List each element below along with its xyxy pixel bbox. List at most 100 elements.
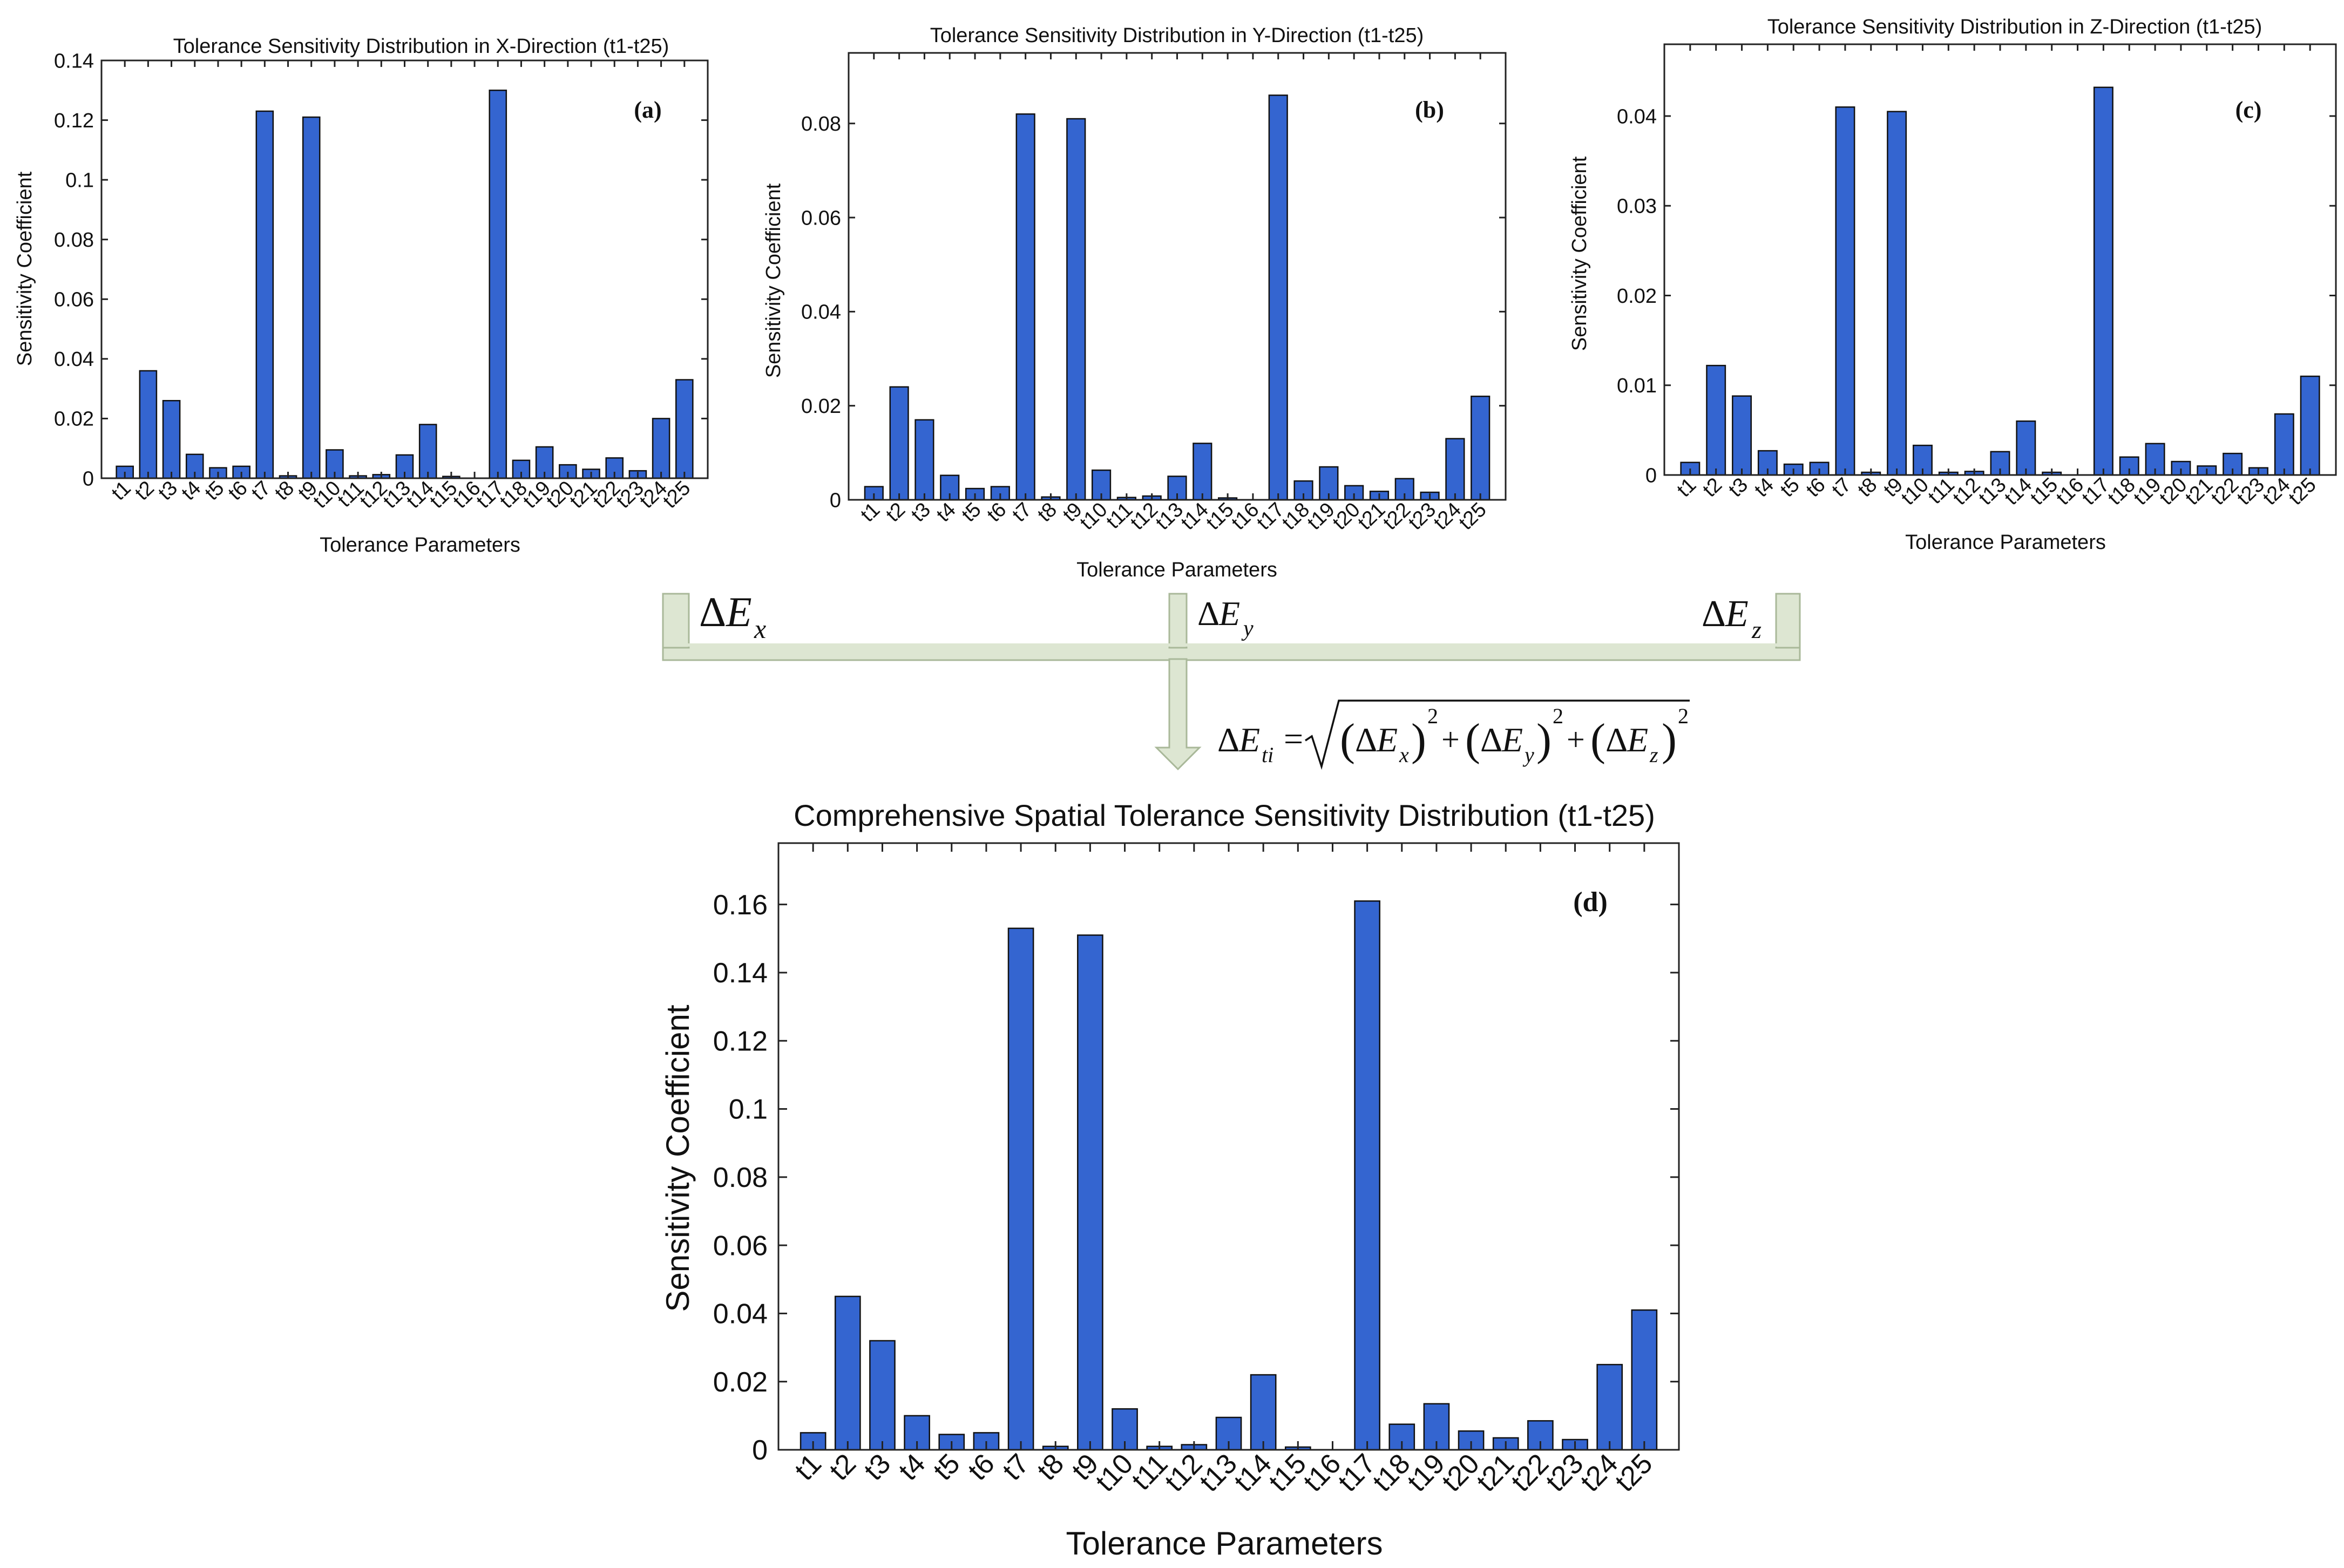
- y-tick-label: 0.06: [54, 289, 94, 311]
- bar-t9: [1887, 111, 1907, 476]
- close-paren: ): [1411, 715, 1426, 765]
- x-tick-label: t25: [1455, 498, 1491, 534]
- x-tick-label: t7: [1827, 473, 1855, 501]
- close-paren: ): [1662, 715, 1677, 765]
- y-tick-label: 0.04: [54, 348, 94, 371]
- e-symbol: E: [1501, 721, 1523, 759]
- plot-frame: [1663, 43, 2337, 476]
- x-subscript: x: [754, 614, 766, 644]
- y-tick-label: 0.04: [801, 301, 841, 324]
- bar-t2: [834, 1295, 861, 1451]
- bar-t25: [675, 379, 694, 479]
- delta-ey-label: Δ E y: [1197, 594, 1254, 641]
- delta-symbol: Δ: [1480, 721, 1502, 759]
- x-tick-label: t4: [893, 1448, 932, 1486]
- plot-frame: [848, 52, 1507, 501]
- x-tick-label: t8: [1031, 1448, 1070, 1486]
- flow-stub-right: [1775, 593, 1801, 649]
- x-axis-label: Tolerance Parameters: [1905, 531, 2106, 554]
- bar-t25: [1631, 1309, 1658, 1451]
- ti-subscript: ti: [1262, 743, 1273, 767]
- y-axis-label: Sensitivity Coefficient: [1568, 156, 1591, 351]
- y-tick-label: 0.06: [801, 207, 841, 229]
- x-tick-label: t1: [789, 1448, 828, 1486]
- bar-t25: [1471, 396, 1491, 501]
- bar-t2: [889, 386, 909, 501]
- delta-symbol: Δ: [1702, 593, 1726, 635]
- e-symbol: E: [1238, 721, 1260, 759]
- bar-t2: [1706, 364, 1726, 476]
- bar-t3: [914, 419, 934, 501]
- bar-t14: [1193, 443, 1212, 501]
- bar-t3: [869, 1340, 896, 1451]
- x-tick-label: t2: [823, 1448, 862, 1486]
- y-axis-label: Sensitivity Coefficient: [762, 183, 785, 378]
- bar-t3: [162, 400, 181, 479]
- y-axis-label: Sensitivity Coefficient: [660, 1004, 696, 1312]
- x-tick-label: t5: [201, 477, 229, 505]
- combination-formula: Δ E ti = ( Δ E x ) 2 + ( Δ E y ) 2 + ( Δ…: [1217, 700, 1690, 770]
- close-paren: ): [1536, 715, 1552, 765]
- sqrt-sign: [1305, 700, 1690, 770]
- bar-t7: [255, 110, 274, 479]
- x-tick-label: t3: [858, 1448, 897, 1486]
- bar-t17: [1354, 900, 1380, 1451]
- e-symbol: E: [1627, 721, 1648, 759]
- x-axis-label: Tolerance Parameters: [1066, 1525, 1383, 1562]
- panel-label: (a): [634, 97, 661, 123]
- x-tick-label: t3: [907, 498, 935, 526]
- z-subscript: z: [1649, 743, 1658, 767]
- plus-sign: +: [1567, 722, 1585, 757]
- x-tick-label: t1: [1672, 473, 1701, 501]
- x-tick-label: t8: [270, 477, 299, 505]
- bar-t9: [1066, 118, 1086, 501]
- y-tick-label: 0.12: [713, 1026, 768, 1057]
- x-tick-label: t3: [154, 477, 182, 505]
- bar-t9: [302, 116, 321, 479]
- chart-y-direction: Tolerance Sensitivity Distribution in Y-…: [762, 24, 1507, 581]
- delta-symbol: Δ: [1197, 594, 1220, 633]
- bar-t14: [1250, 1374, 1277, 1451]
- x-axis-label: Tolerance Parameters: [320, 534, 520, 556]
- x-tick-label: t5: [927, 1448, 966, 1486]
- y-tick-label: 0: [83, 467, 94, 490]
- bar-t14: [2016, 420, 2036, 476]
- open-paren: (: [1590, 715, 1605, 765]
- flow-arrow-down: [1154, 658, 1202, 771]
- delta-symbol: Δ: [1355, 721, 1377, 759]
- z-subscript: z: [1751, 616, 1762, 643]
- y-tick-label: 0.08: [54, 229, 94, 252]
- y-tick-label: 0.12: [54, 110, 94, 132]
- x-tick-label: t7: [247, 477, 275, 505]
- delta-symbol: Δ: [1605, 721, 1628, 759]
- chart-x-direction: Tolerance Sensitivity Distribution in X-…: [13, 35, 709, 556]
- y-subscript: y: [1522, 743, 1534, 767]
- x-tick-label: t7: [1008, 498, 1036, 526]
- bar-t3: [1732, 395, 1752, 476]
- chart-comprehensive: Comprehensive Spatial Tolerance Sensitiv…: [660, 798, 1680, 1562]
- delta-ex-label: Δ E x: [699, 588, 766, 644]
- chart-title: Tolerance Sensitivity Distribution in Y-…: [930, 24, 1424, 47]
- flow-stub-middle: [1168, 593, 1188, 649]
- chart-title: Comprehensive Spatial Tolerance Sensitiv…: [794, 798, 1655, 832]
- x-tick-label: t1: [856, 498, 884, 526]
- y-tick-label: 0.02: [1617, 285, 1657, 308]
- x-tick-label: t2: [131, 477, 159, 505]
- chart-title: Tolerance Sensitivity Distribution in X-…: [173, 35, 669, 58]
- delta-symbol: Δ: [1217, 721, 1239, 759]
- bar-t17: [489, 90, 507, 479]
- bar-t2: [139, 370, 158, 479]
- x-tick-label: t2: [1698, 473, 1726, 501]
- bar-t7: [1835, 106, 1855, 476]
- exponent: 2: [1553, 704, 1563, 728]
- equals-sign: =: [1284, 719, 1303, 758]
- e-symbol: E: [726, 588, 752, 635]
- exponent: 2: [1678, 704, 1689, 728]
- x-subscript: x: [1399, 743, 1409, 767]
- bar-t20: [1458, 1430, 1485, 1451]
- bar-t17: [2093, 86, 2113, 476]
- e-symbol: E: [1725, 593, 1749, 635]
- x-tick-label: t8: [1853, 473, 1881, 501]
- y-tick-label: 0: [1645, 464, 1657, 487]
